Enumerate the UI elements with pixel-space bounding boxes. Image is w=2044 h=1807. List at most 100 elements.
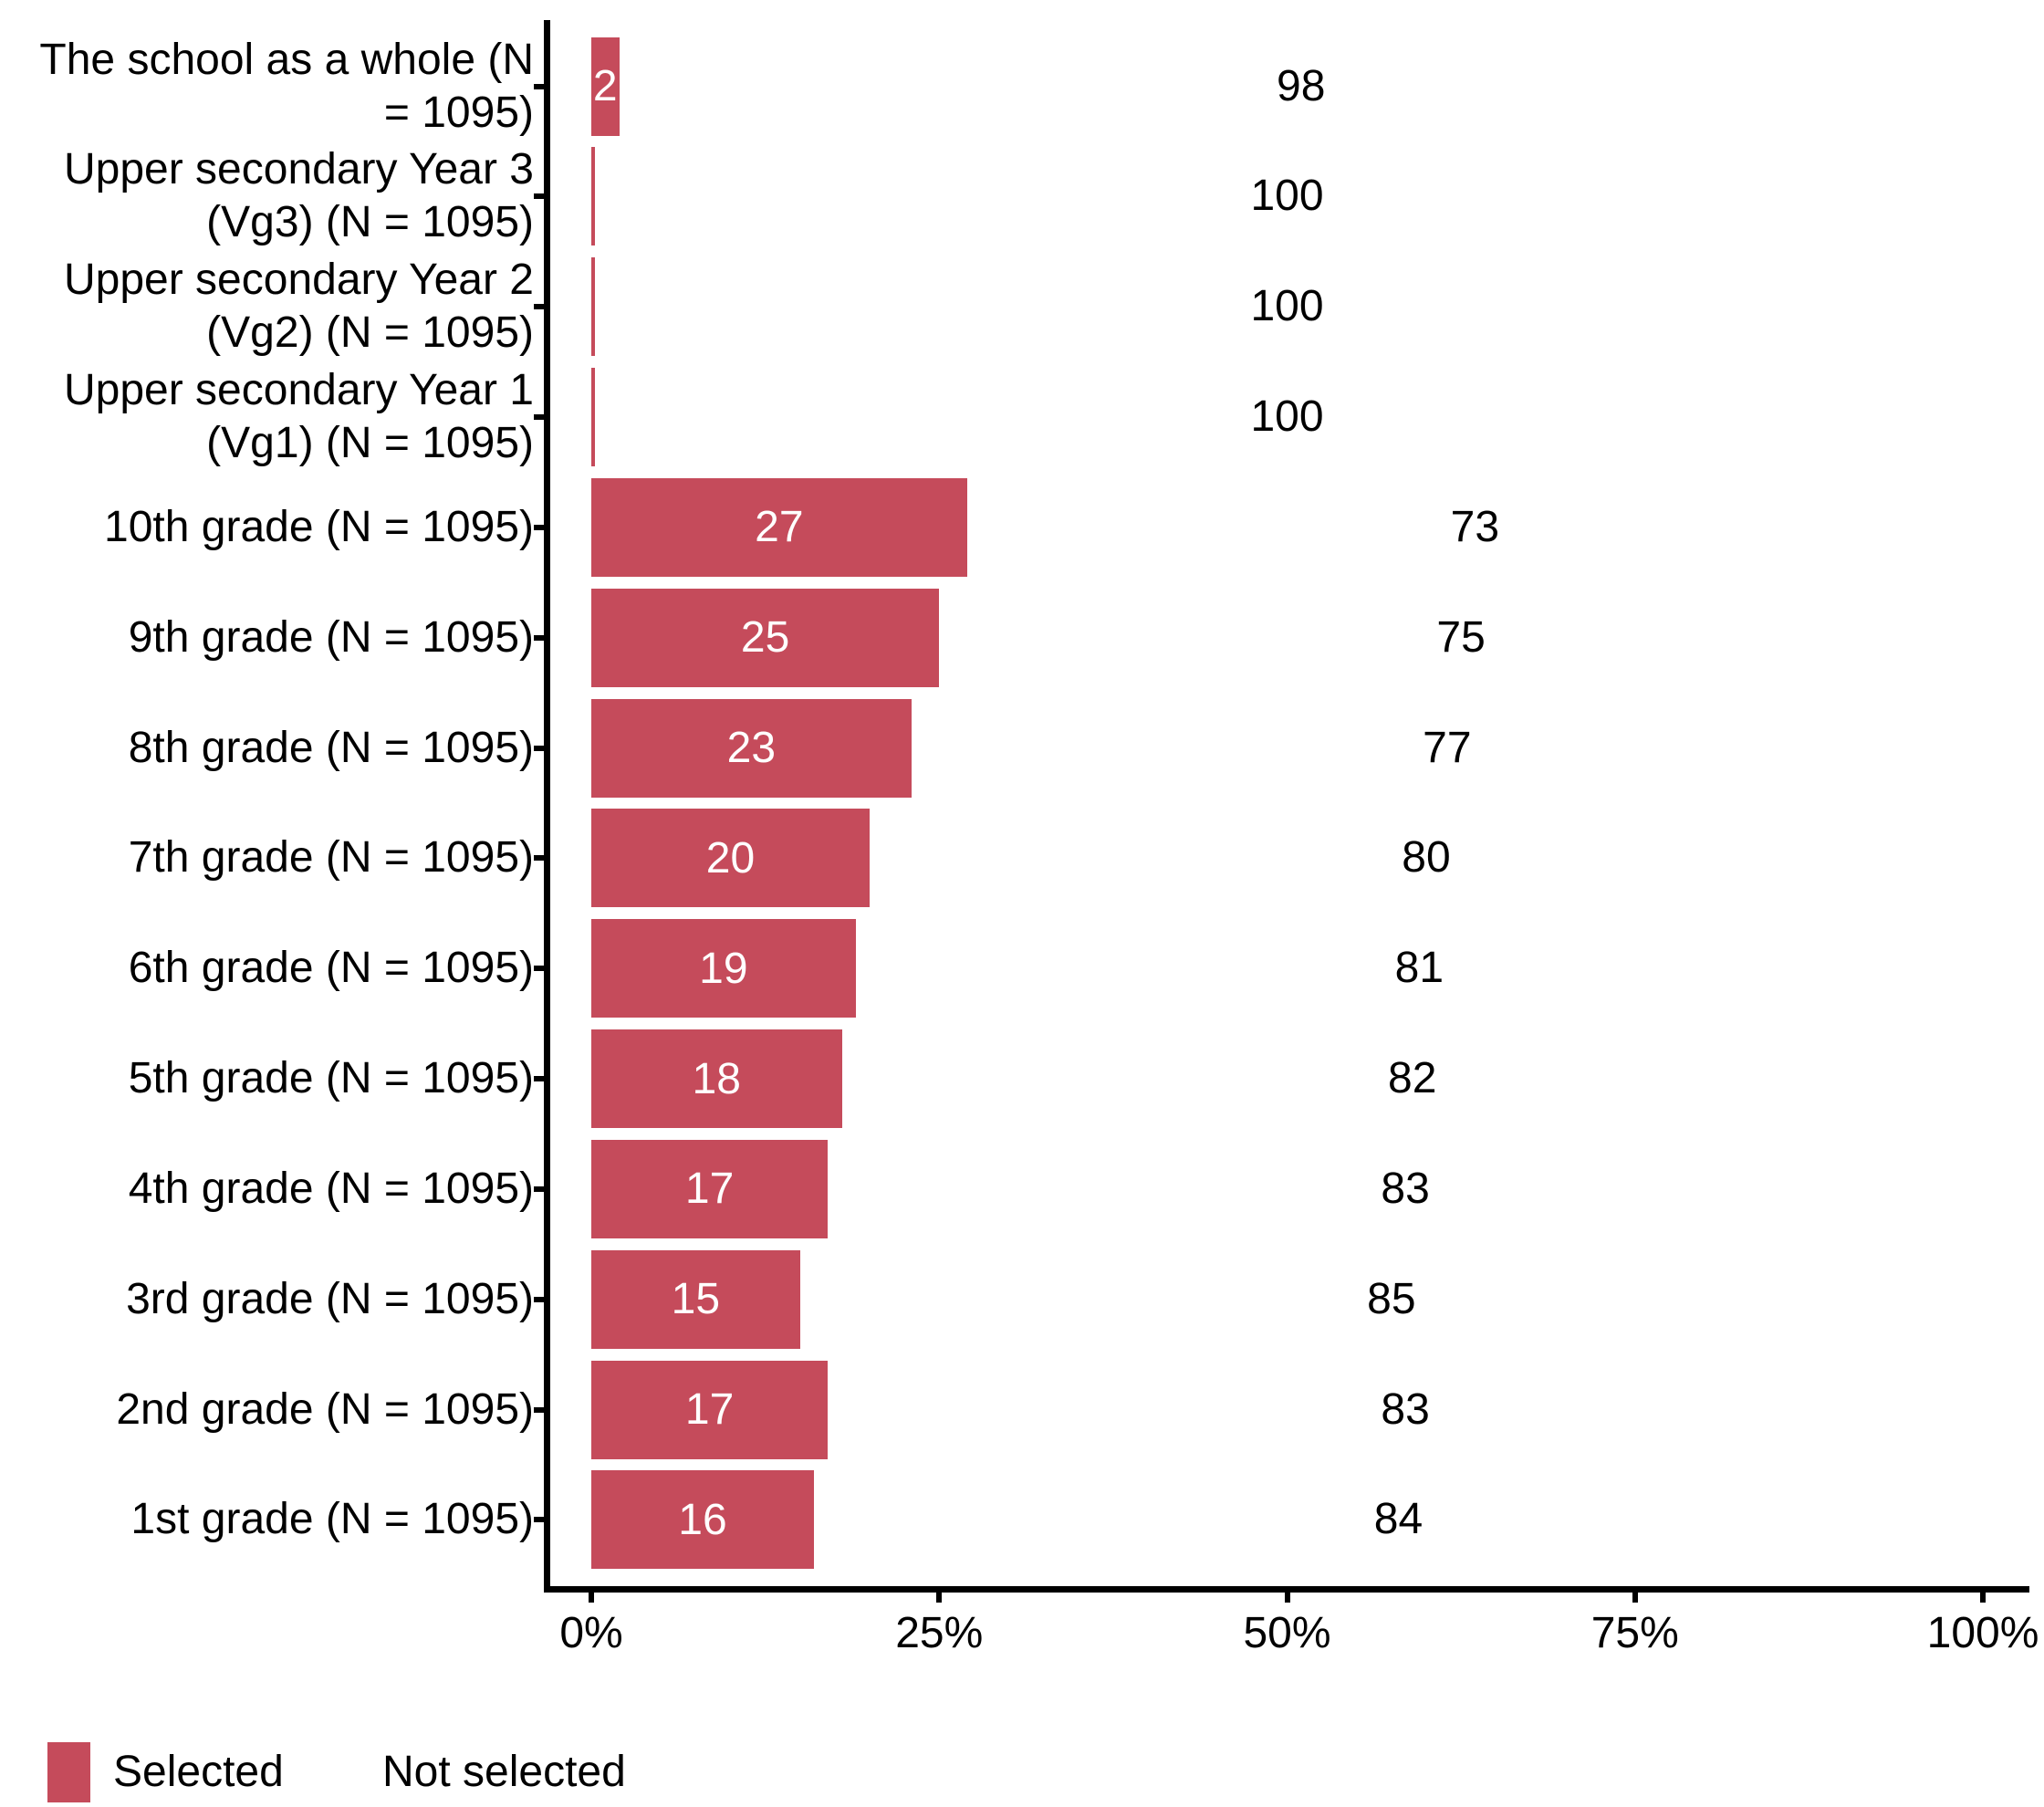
- y-axis-tick: [534, 524, 544, 530]
- y-axis-category-label-line: 2nd grade (N = 1095): [116, 1384, 534, 1434]
- selected-bar: [591, 1360, 829, 1459]
- y-axis-category-label: The school as a whole (N = 1095): [0, 23, 534, 151]
- y-axis-tick: [534, 193, 544, 200]
- x-axis-tick: [589, 1593, 594, 1603]
- selected-bar: [591, 1029, 842, 1129]
- selected-value-label: 20: [705, 833, 756, 883]
- selected-value-label: 15: [671, 1275, 721, 1324]
- y-axis-tick: [534, 1406, 544, 1413]
- y-axis-category-label-line: 4th grade (N = 1095): [128, 1164, 534, 1213]
- y-axis-tick: [534, 966, 544, 972]
- y-axis-category-label-line: = 1095): [383, 88, 534, 137]
- y-axis-category-label-line: 1st grade (N = 1095): [130, 1495, 534, 1544]
- y-axis-tick: [534, 855, 544, 862]
- y-axis-category-label: Upper secondary Year 2 (Vg2) (N = 1095): [0, 243, 534, 371]
- not-selected-value-label: 81: [1394, 944, 1444, 993]
- y-axis-category-label-line: Upper secondary Year 2: [63, 256, 534, 305]
- y-axis-category-label-line: (Vg2) (N = 1095): [206, 308, 534, 358]
- selected-value-label: 18: [692, 1054, 741, 1103]
- y-axis-category-label-line: Upper secondary Year 1: [63, 366, 534, 415]
- not-selected-value-label: 82: [1388, 1054, 1437, 1103]
- x-axis-tick-label: 50%: [1243, 1609, 1331, 1657]
- x-axis-tick: [1632, 1593, 1638, 1603]
- selected-value-label: 19: [699, 944, 748, 993]
- selected-bar: [591, 1249, 800, 1349]
- selected-bar: [591, 368, 595, 467]
- y-axis-tick: [534, 1517, 544, 1523]
- y-axis-tick: [534, 304, 544, 310]
- selected-bar: [591, 37, 620, 136]
- y-axis-category-label-line: 7th grade (N = 1095): [128, 833, 534, 883]
- x-axis-tick: [1284, 1593, 1290, 1603]
- y-axis-tick: [534, 1186, 544, 1192]
- not-selected-value-label: 98: [1277, 61, 1326, 110]
- x-axis-line: [544, 1586, 2029, 1593]
- y-axis-category-label-line: 10th grade (N = 1095): [104, 502, 534, 551]
- y-axis-tick: [534, 83, 544, 89]
- y-axis-tick: [534, 1076, 544, 1082]
- not-selected-value-label: 75: [1436, 612, 1486, 662]
- y-axis-category-label: 2nd grade (N = 1095): [0, 1346, 534, 1474]
- not-selected-value-label: 100: [1250, 392, 1324, 442]
- selected-value-label: 27: [755, 503, 804, 552]
- selected-bar: [591, 588, 940, 687]
- selected-value-label: 25: [740, 613, 790, 663]
- selected-bar: [591, 1470, 814, 1570]
- y-axis-category-label: 1st grade (N = 1095): [0, 1456, 534, 1583]
- y-axis-category-label-line: Upper secondary Year 3: [63, 145, 534, 194]
- not-selected-value-label: 84: [1373, 1495, 1424, 1544]
- selected-value-label: 23: [726, 724, 777, 773]
- not-selected-value-label: 85: [1367, 1274, 1416, 1323]
- y-axis-category-label-line: 8th grade (N = 1095): [128, 723, 534, 772]
- y-axis-category-label: 5th grade (N = 1095): [0, 1015, 534, 1143]
- selected-bar: [591, 698, 912, 798]
- not-selected-value-label: 83: [1381, 1164, 1430, 1213]
- y-axis-category-label-line: 5th grade (N = 1095): [128, 1054, 534, 1103]
- y-axis-category-label: Upper secondary Year 3 (Vg3) (N = 1095): [0, 132, 534, 260]
- y-axis-category-label-line: 9th grade (N = 1095): [128, 612, 534, 662]
- y-axis-tick: [534, 1296, 544, 1302]
- y-axis-tick: [534, 745, 544, 751]
- y-axis-category-label: 3rd grade (N = 1095): [0, 1236, 534, 1363]
- x-axis-tick-label: 0%: [559, 1609, 623, 1657]
- selected-bar: [591, 1139, 829, 1238]
- y-axis-category-label-line: (Vg3) (N = 1095): [206, 198, 534, 247]
- x-axis-tick-label: 75%: [1590, 1609, 1679, 1657]
- x-axis-tick: [936, 1593, 943, 1603]
- not-selected-value-label: 100: [1250, 172, 1324, 221]
- y-axis-category-label: 7th grade (N = 1095): [0, 794, 534, 922]
- legend-key-selected: [47, 1742, 90, 1802]
- y-axis-tick: [534, 414, 544, 421]
- not-selected-value-label: 83: [1381, 1384, 1430, 1434]
- y-axis-category-label-line: (Vg1) (N = 1095): [206, 419, 534, 468]
- legend-key-not-selected: [321, 1742, 364, 1802]
- selected-bar: [591, 477, 967, 577]
- y-axis-category-label: 8th grade (N = 1095): [0, 684, 534, 812]
- legend-label-not-selected: Not selected: [382, 1748, 626, 1796]
- x-axis-tick: [1980, 1593, 1986, 1603]
- y-axis-tick: [534, 634, 544, 641]
- selected-bar: [591, 809, 870, 908]
- selected-value-label: 16: [678, 1495, 727, 1544]
- y-axis-category-label-line: 6th grade (N = 1095): [128, 944, 534, 993]
- selected-value-label: 17: [684, 1385, 735, 1435]
- x-axis-tick-label: 100%: [1926, 1609, 2039, 1657]
- selected-value-label: 17: [684, 1165, 735, 1214]
- selected-bar: [591, 147, 595, 246]
- y-axis-category-label: 4th grade (N = 1095): [0, 1125, 534, 1253]
- y-axis-category-label: Upper secondary Year 1 (Vg1) (N = 1095): [0, 353, 534, 481]
- x-axis-tick-label: 25%: [895, 1609, 984, 1657]
- not-selected-value-label: 80: [1402, 833, 1451, 883]
- selected-bar: [591, 919, 856, 1018]
- y-axis-category-label: 9th grade (N = 1095): [0, 574, 534, 702]
- y-axis-category-label: 6th grade (N = 1095): [0, 904, 534, 1032]
- selected-value-label: 2: [592, 62, 618, 110]
- legend-label-selected: Selected: [113, 1748, 284, 1796]
- y-axis-category-label-line: The school as a whole (N: [39, 35, 534, 84]
- y-axis-category-label-line: 3rd grade (N = 1095): [126, 1274, 534, 1323]
- selected-bar: [591, 257, 595, 357]
- y-axis-line: [544, 20, 550, 1593]
- not-selected-value-label: 77: [1423, 723, 1472, 772]
- y-axis-category-label: 10th grade (N = 1095): [0, 464, 534, 591]
